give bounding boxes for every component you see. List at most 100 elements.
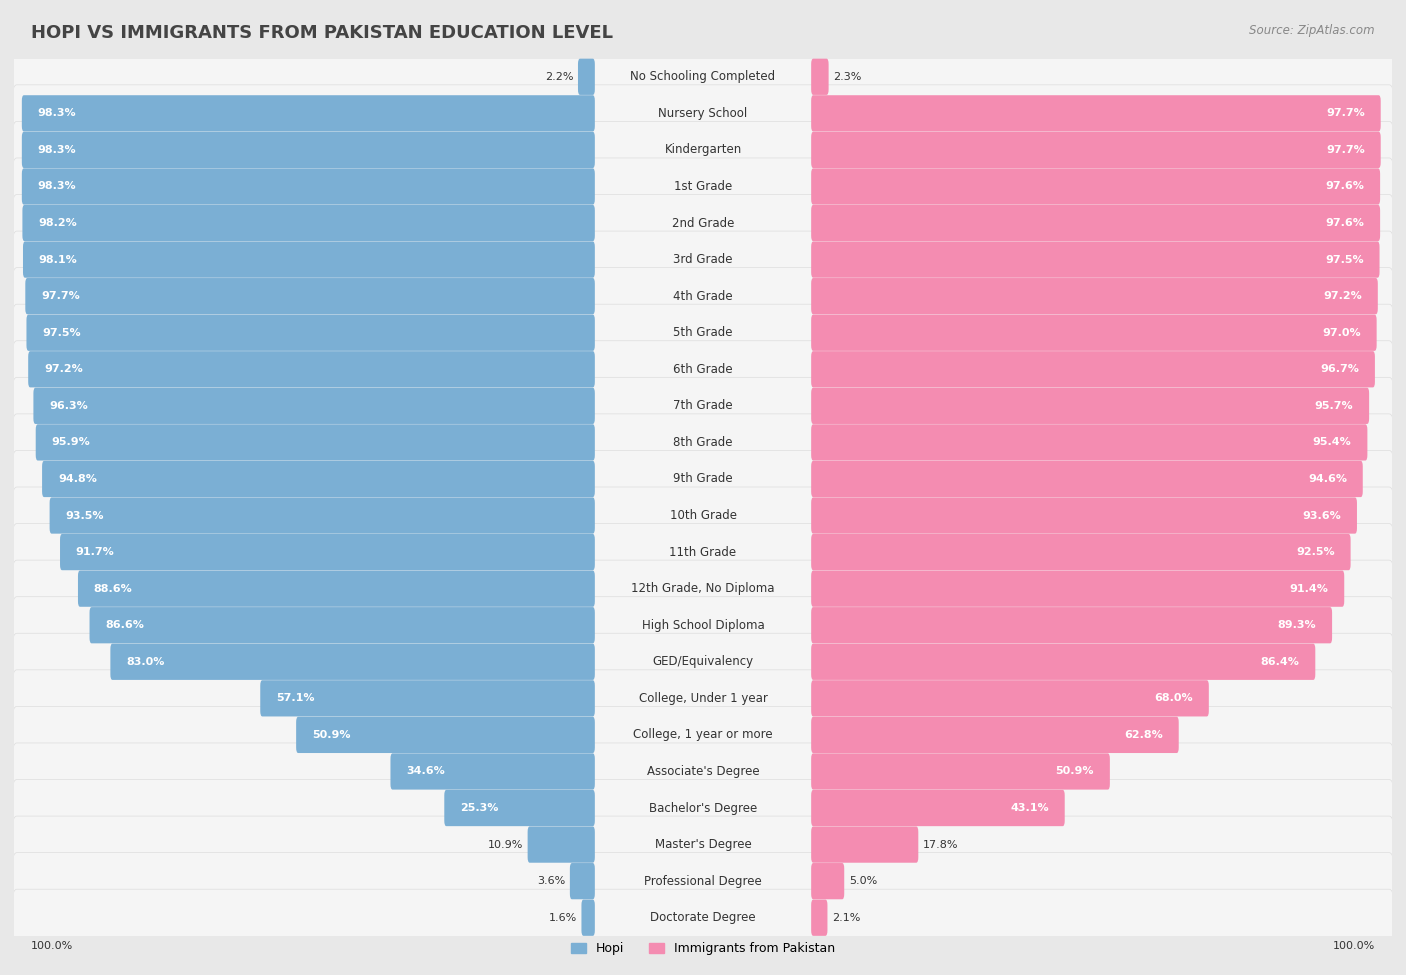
Text: 34.6%: 34.6%	[406, 766, 446, 776]
Text: Professional Degree: Professional Degree	[644, 875, 762, 887]
FancyBboxPatch shape	[13, 889, 1393, 946]
Text: 98.3%: 98.3%	[38, 108, 76, 118]
FancyBboxPatch shape	[13, 560, 1393, 617]
FancyBboxPatch shape	[13, 597, 1393, 653]
FancyBboxPatch shape	[22, 96, 595, 132]
Text: 97.5%: 97.5%	[1324, 254, 1364, 264]
FancyBboxPatch shape	[111, 644, 595, 680]
FancyBboxPatch shape	[13, 634, 1393, 690]
Text: No Schooling Completed: No Schooling Completed	[630, 70, 776, 83]
Text: Kindergarten: Kindergarten	[665, 143, 741, 156]
FancyBboxPatch shape	[13, 524, 1393, 581]
FancyBboxPatch shape	[391, 754, 595, 790]
Text: 88.6%: 88.6%	[94, 584, 132, 594]
FancyBboxPatch shape	[22, 132, 595, 168]
Text: 1st Grade: 1st Grade	[673, 180, 733, 193]
FancyBboxPatch shape	[13, 49, 1393, 105]
FancyBboxPatch shape	[49, 497, 595, 533]
Text: 96.7%: 96.7%	[1320, 365, 1360, 374]
Text: 3rd Grade: 3rd Grade	[673, 254, 733, 266]
FancyBboxPatch shape	[27, 315, 595, 351]
FancyBboxPatch shape	[811, 461, 1362, 497]
Text: 93.6%: 93.6%	[1302, 511, 1341, 521]
FancyBboxPatch shape	[297, 717, 595, 753]
Text: 2nd Grade: 2nd Grade	[672, 216, 734, 229]
FancyBboxPatch shape	[811, 863, 844, 899]
FancyBboxPatch shape	[34, 388, 595, 424]
Text: Associate's Degree: Associate's Degree	[647, 765, 759, 778]
FancyBboxPatch shape	[811, 388, 1369, 424]
Text: 100.0%: 100.0%	[1333, 941, 1375, 951]
Text: 97.7%: 97.7%	[1326, 108, 1365, 118]
Text: 1.6%: 1.6%	[548, 913, 576, 922]
Text: 4th Grade: 4th Grade	[673, 290, 733, 302]
FancyBboxPatch shape	[13, 670, 1393, 727]
FancyBboxPatch shape	[13, 231, 1393, 289]
FancyBboxPatch shape	[35, 424, 595, 460]
Text: 2.3%: 2.3%	[834, 72, 862, 82]
Text: 83.0%: 83.0%	[127, 657, 165, 667]
Text: 95.9%: 95.9%	[52, 438, 90, 448]
Text: 11th Grade: 11th Grade	[669, 546, 737, 559]
Text: 86.6%: 86.6%	[105, 620, 145, 630]
FancyBboxPatch shape	[13, 816, 1393, 874]
Text: 10.9%: 10.9%	[488, 839, 523, 849]
Text: 68.0%: 68.0%	[1154, 693, 1192, 703]
Text: 12th Grade, No Diploma: 12th Grade, No Diploma	[631, 582, 775, 595]
Text: High School Diploma: High School Diploma	[641, 619, 765, 632]
FancyBboxPatch shape	[811, 424, 1368, 460]
FancyBboxPatch shape	[811, 681, 1209, 717]
FancyBboxPatch shape	[60, 534, 595, 570]
Text: College, 1 year or more: College, 1 year or more	[633, 728, 773, 741]
Text: 91.7%: 91.7%	[76, 547, 115, 557]
FancyBboxPatch shape	[811, 96, 1381, 132]
Text: 6th Grade: 6th Grade	[673, 363, 733, 375]
Text: 3.6%: 3.6%	[537, 877, 565, 886]
FancyBboxPatch shape	[13, 195, 1393, 252]
FancyBboxPatch shape	[77, 570, 595, 606]
Text: 96.3%: 96.3%	[49, 401, 89, 410]
Text: Source: ZipAtlas.com: Source: ZipAtlas.com	[1250, 24, 1375, 37]
Text: 97.6%: 97.6%	[1326, 181, 1364, 191]
FancyBboxPatch shape	[811, 790, 1064, 826]
FancyBboxPatch shape	[569, 863, 595, 899]
Legend: Hopi, Immigrants from Pakistan: Hopi, Immigrants from Pakistan	[565, 937, 841, 960]
FancyBboxPatch shape	[811, 58, 828, 95]
Text: Master's Degree: Master's Degree	[655, 838, 751, 851]
FancyBboxPatch shape	[13, 487, 1393, 544]
FancyBboxPatch shape	[22, 242, 595, 278]
Text: Bachelor's Degree: Bachelor's Degree	[650, 801, 756, 814]
Text: 97.5%: 97.5%	[42, 328, 82, 337]
FancyBboxPatch shape	[42, 461, 595, 497]
Text: 97.7%: 97.7%	[1326, 145, 1365, 155]
Text: 10th Grade: 10th Grade	[669, 509, 737, 522]
Text: 97.7%: 97.7%	[41, 292, 80, 301]
FancyBboxPatch shape	[22, 205, 595, 241]
FancyBboxPatch shape	[13, 780, 1393, 837]
FancyBboxPatch shape	[811, 278, 1378, 314]
FancyBboxPatch shape	[811, 242, 1379, 278]
FancyBboxPatch shape	[811, 205, 1381, 241]
Text: 62.8%: 62.8%	[1125, 730, 1163, 740]
Text: 2.2%: 2.2%	[544, 72, 574, 82]
Text: GED/Equivalency: GED/Equivalency	[652, 655, 754, 668]
FancyBboxPatch shape	[13, 268, 1393, 325]
Text: 95.4%: 95.4%	[1313, 438, 1351, 448]
Text: Nursery School: Nursery School	[658, 107, 748, 120]
FancyBboxPatch shape	[13, 414, 1393, 471]
FancyBboxPatch shape	[28, 351, 595, 387]
FancyBboxPatch shape	[22, 169, 595, 205]
Text: 98.3%: 98.3%	[38, 145, 76, 155]
FancyBboxPatch shape	[582, 900, 595, 936]
Text: 9th Grade: 9th Grade	[673, 473, 733, 486]
Text: 17.8%: 17.8%	[924, 839, 959, 849]
Text: 98.1%: 98.1%	[39, 254, 77, 264]
FancyBboxPatch shape	[13, 377, 1393, 435]
FancyBboxPatch shape	[811, 900, 828, 936]
Text: 98.3%: 98.3%	[38, 181, 76, 191]
Text: 97.2%: 97.2%	[1323, 292, 1362, 301]
FancyBboxPatch shape	[811, 717, 1178, 753]
Text: HOPI VS IMMIGRANTS FROM PAKISTAN EDUCATION LEVEL: HOPI VS IMMIGRANTS FROM PAKISTAN EDUCATI…	[31, 24, 613, 42]
FancyBboxPatch shape	[811, 827, 918, 863]
Text: 95.7%: 95.7%	[1315, 401, 1354, 410]
